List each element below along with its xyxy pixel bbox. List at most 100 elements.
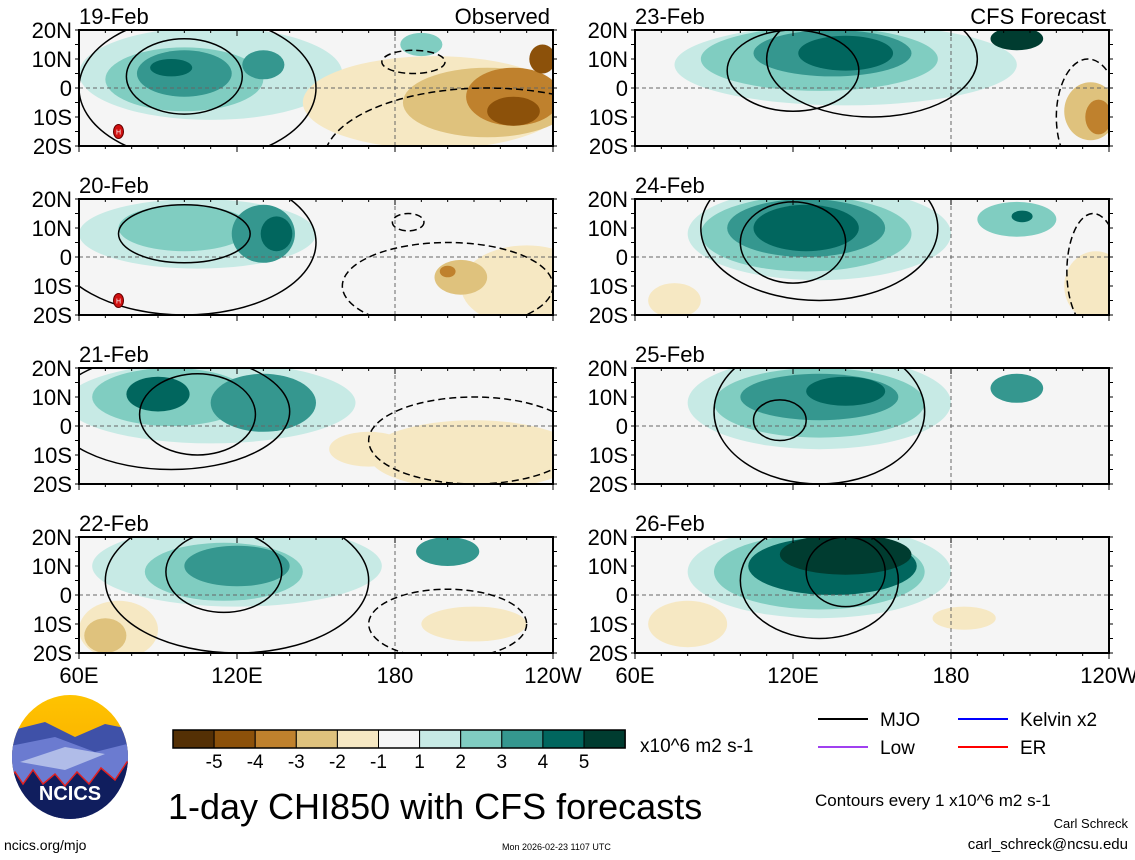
legend-label: ER bbox=[1020, 738, 1046, 759]
lat-label: 20N bbox=[588, 356, 628, 381]
mjo-contour bbox=[739, 537, 900, 640]
author-email[interactable]: carl_schreck@ncsu.edu bbox=[967, 836, 1128, 853]
mjo-contour bbox=[752, 399, 807, 442]
lat-label: 10S bbox=[589, 105, 628, 130]
panel-date: 20-Feb bbox=[79, 173, 149, 198]
lon-label: 120W bbox=[1080, 663, 1135, 688]
panel-date: 19-Feb bbox=[79, 4, 149, 29]
panel-date: 22-Feb bbox=[79, 511, 149, 536]
lat-label: 0 bbox=[60, 583, 72, 608]
panel-date: 26-Feb bbox=[635, 511, 705, 536]
colorbar-label: -3 bbox=[288, 752, 305, 773]
colorbar: -5 -4 -3 -2 -1 1 2 3 4 5 bbox=[172, 729, 626, 773]
colorbar-box bbox=[460, 729, 503, 749]
anomaly-region bbox=[126, 376, 190, 412]
legend: MJO Kelvin x2 Low ER bbox=[818, 710, 1097, 759]
colorbar-frame bbox=[172, 729, 626, 749]
anomaly-region bbox=[806, 376, 886, 406]
mjo-contour bbox=[125, 37, 244, 115]
colorbar-label: 2 bbox=[455, 752, 466, 773]
panel-20-Feb: H bbox=[79, 199, 553, 315]
lat-label: 20N bbox=[588, 525, 628, 550]
lat-label: 0 bbox=[616, 414, 628, 439]
lat-label: 10S bbox=[33, 105, 72, 130]
lat-label: 20N bbox=[32, 356, 72, 381]
lat-label: 20S bbox=[589, 134, 628, 159]
anomaly-region bbox=[1011, 210, 1033, 223]
panel-25-Feb bbox=[635, 368, 1109, 484]
anomaly-region bbox=[798, 35, 894, 71]
mjo-contour bbox=[326, 87, 553, 146]
mjo-contour bbox=[765, 30, 979, 118]
mjo-contour bbox=[104, 537, 370, 653]
lon-label: 120W bbox=[524, 663, 582, 688]
panel-date: 23-Feb bbox=[635, 4, 705, 29]
ncics-logo: NCICS bbox=[12, 695, 128, 819]
lat-label: 10S bbox=[589, 274, 628, 299]
colorbar-label: 1 bbox=[414, 752, 425, 773]
anomaly-region bbox=[84, 618, 127, 653]
colorbar-box bbox=[213, 729, 256, 749]
anomaly-region bbox=[779, 537, 912, 575]
anomaly-region bbox=[487, 96, 540, 126]
lat-label: 10N bbox=[588, 554, 628, 579]
anomaly-region bbox=[439, 265, 456, 278]
mjo-contour bbox=[79, 199, 317, 315]
mjo-contour bbox=[79, 368, 291, 471]
colorbar-box bbox=[378, 729, 421, 749]
lat-label: 10N bbox=[588, 216, 628, 241]
lat-label: 20N bbox=[588, 18, 628, 43]
mjo-contour bbox=[165, 537, 283, 614]
anomaly-region bbox=[184, 545, 290, 587]
colorbar-box bbox=[254, 729, 297, 749]
er-high-label: H bbox=[116, 299, 121, 306]
lat-label: 0 bbox=[616, 245, 628, 270]
lat-label: 10S bbox=[589, 612, 628, 637]
colorbar-box bbox=[501, 729, 544, 749]
lat-label: 10S bbox=[33, 274, 72, 299]
lat-label: 10N bbox=[588, 47, 628, 72]
lon-label: 180 bbox=[377, 663, 414, 688]
lat-label: 10S bbox=[33, 443, 72, 468]
anomaly-region bbox=[932, 606, 996, 630]
mjo-contour bbox=[805, 537, 886, 608]
panel-21-Feb bbox=[79, 368, 553, 484]
lat-label: 10S bbox=[589, 443, 628, 468]
panel-date: 21-Feb bbox=[79, 342, 149, 367]
mjo-contour bbox=[138, 373, 257, 456]
mjo-contour bbox=[117, 204, 251, 264]
logo-text: NCICS bbox=[39, 783, 101, 805]
chart-title: 1-day CHI850 with CFS forecasts bbox=[168, 786, 703, 827]
lat-label: 20S bbox=[33, 641, 72, 666]
contour-note: Contours every 1 x10^6 m2 s-1 bbox=[815, 791, 1051, 810]
panel-26-Feb bbox=[635, 537, 1109, 653]
mjo-contour bbox=[367, 396, 553, 484]
er-high-label: H bbox=[116, 130, 121, 137]
panel-24-Feb bbox=[635, 199, 1109, 315]
lat-label: 20N bbox=[588, 187, 628, 212]
anomaly-region bbox=[260, 216, 293, 252]
anomaly-region bbox=[434, 259, 488, 295]
mjo-contour bbox=[1055, 58, 1109, 146]
anomaly-region bbox=[990, 30, 1044, 51]
lat-label: 0 bbox=[616, 583, 628, 608]
legend-label: MJO bbox=[880, 710, 920, 731]
panel-date: 25-Feb bbox=[635, 342, 705, 367]
panel-tag: Observed bbox=[455, 4, 550, 29]
lon-label: 60E bbox=[615, 663, 654, 688]
panel-23-Feb bbox=[635, 30, 1109, 146]
anomaly-region bbox=[648, 600, 728, 648]
colorbar-label: 5 bbox=[579, 752, 590, 773]
anomaly-region bbox=[118, 204, 251, 252]
anomaly-region bbox=[210, 373, 316, 432]
lat-label: 20N bbox=[32, 18, 72, 43]
colorbar-label: -2 bbox=[329, 752, 346, 773]
anomaly-region bbox=[150, 58, 193, 77]
colorbar-box bbox=[419, 729, 462, 749]
source-url[interactable]: ncics.org/mjo bbox=[4, 837, 87, 853]
mjo-contour bbox=[367, 588, 528, 653]
lat-label: 10N bbox=[588, 385, 628, 410]
panel-22-Feb bbox=[79, 537, 553, 653]
colorbar-label: 3 bbox=[497, 752, 508, 773]
lat-label: 20S bbox=[33, 134, 72, 159]
